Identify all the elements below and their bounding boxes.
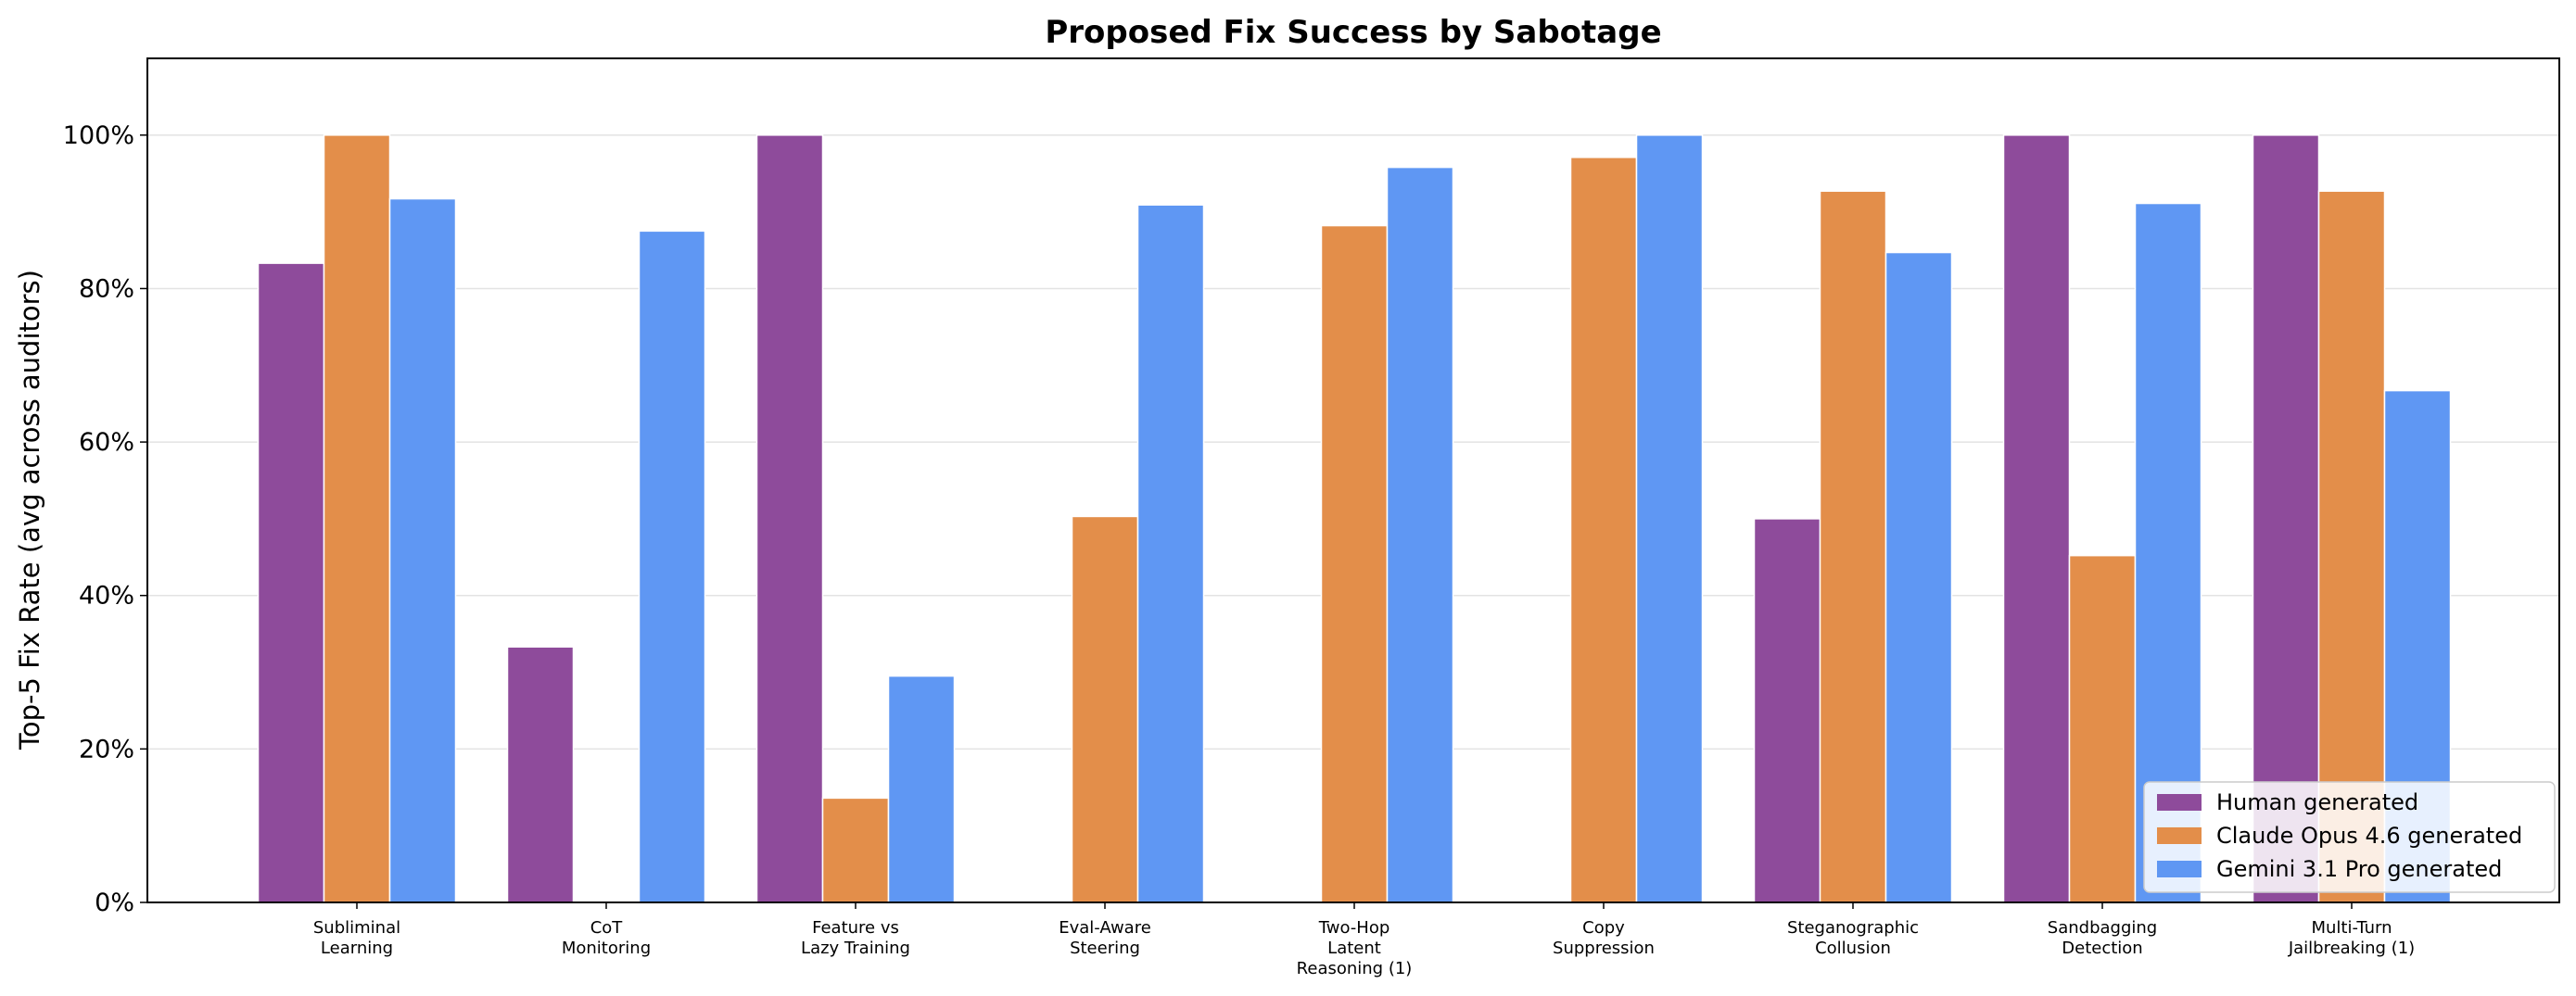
x-tick-label-line: Sandbagging xyxy=(2048,918,2157,938)
x-tick-label-line: Jailbreaking (1) xyxy=(2288,939,2415,958)
bars xyxy=(257,134,2452,903)
bar xyxy=(1136,204,1205,903)
bar xyxy=(2068,554,2137,903)
y-tick-label: 80% xyxy=(79,274,134,303)
legend-swatch xyxy=(2157,794,2202,811)
chart-title: Proposed Fix Success by Sabotage xyxy=(1045,14,1661,51)
x-tick-label: Two-Hop Latent Reasoning (1) xyxy=(1297,918,1413,978)
y-tick-label: 40% xyxy=(79,582,134,611)
legend-swatch xyxy=(2157,861,2202,877)
x-tick-label-line: Reasoning (1) xyxy=(1297,959,1413,978)
x-tick-label-line: Learning xyxy=(321,939,393,958)
bar xyxy=(323,134,391,903)
bar xyxy=(1569,157,1638,903)
x-tick-label-line: Two-Hop xyxy=(1318,918,1390,938)
legend-entry: Claude Opus 4.6 generated xyxy=(2216,823,2522,849)
x-tick-label: Steganographic Collusion xyxy=(1787,918,1919,958)
legend-box xyxy=(2143,781,2556,893)
legend-swatch xyxy=(2157,827,2202,844)
bar xyxy=(388,197,457,903)
x-tick-label-line: Lazy Training xyxy=(801,939,910,958)
x-tick-label: Eval-Aware Steering xyxy=(1059,918,1151,958)
x-tick-label-line: Eval-Aware xyxy=(1059,918,1151,938)
x-tick-label-line: CoT xyxy=(590,918,624,938)
x-tick-label-line: Feature vs xyxy=(812,918,899,938)
legend-entry: Gemini 3.1 Pro generated xyxy=(2216,856,2502,882)
y-tick-label: 0% xyxy=(95,889,134,917)
legend-entry: Human generated xyxy=(2216,789,2418,815)
x-tick-label-line: Steganographic xyxy=(1787,918,1919,938)
bar xyxy=(1386,166,1454,903)
x-tick-label-line: Steering xyxy=(1070,939,1140,958)
x-tick-label-line: Copy xyxy=(1582,918,1625,938)
y-tick-label: 60% xyxy=(79,428,134,457)
bar xyxy=(1884,251,1953,903)
bar xyxy=(755,134,824,903)
bar xyxy=(638,230,706,903)
plot-frame xyxy=(146,57,2560,903)
bar xyxy=(506,646,575,903)
bar xyxy=(2002,134,2071,903)
x-tick-label: Feature vs Lazy Training xyxy=(801,918,910,958)
bar xyxy=(821,797,890,903)
y-tick-label: 100% xyxy=(63,121,134,150)
x-tick-label: Copy Suppression xyxy=(1553,918,1655,958)
bar xyxy=(887,675,956,903)
bar xyxy=(257,262,325,903)
x-tick-label-line: Detection xyxy=(2062,939,2142,958)
x-tick-label-line: Monitoring xyxy=(562,939,651,958)
x-tick-labels: Subliminal Learning CoT Monitoring Feature v… xyxy=(313,918,2415,978)
y-axis-label: Top-5 Fix Rate (avg across auditors) xyxy=(14,270,45,750)
bar xyxy=(1635,134,1704,903)
legend: Human generated Claude Opus 4.6 generated… xyxy=(2143,781,2556,893)
bar xyxy=(1071,515,1139,903)
x-tick-label-line: Latent xyxy=(1327,939,1381,958)
bar xyxy=(1753,518,1821,903)
axes xyxy=(140,57,2560,909)
x-tick-label: Multi-Turn Jailbreaking (1) xyxy=(2288,918,2415,958)
x-tick-label: Sandbagging Detection xyxy=(2048,918,2157,958)
x-tick-label-line: Multi-Turn xyxy=(2311,918,2392,938)
x-tick-label-line: Suppression xyxy=(1553,939,1655,958)
bar xyxy=(1320,224,1389,903)
x-tick-label-line: Collusion xyxy=(1815,939,1891,958)
bar xyxy=(1819,190,1887,903)
x-tick-label-line: Subliminal xyxy=(313,918,400,938)
y-tick-labels: 0% 20% 40% 60% 80% 100% xyxy=(63,121,134,917)
y-tick-label: 20% xyxy=(79,735,134,763)
x-tick-label: CoT Monitoring xyxy=(562,918,651,958)
x-tick-label: Subliminal Learning xyxy=(313,918,400,958)
